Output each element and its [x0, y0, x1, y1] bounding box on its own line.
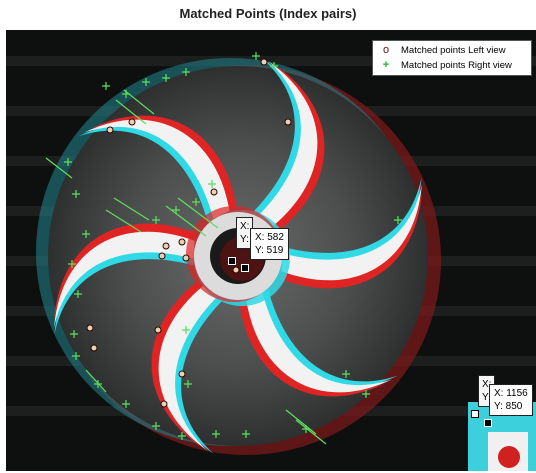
legend-item-left-view: o Matched points Left view	[379, 43, 506, 57]
legend-box[interactable]: o Matched points Left view + Matched poi…	[372, 40, 532, 76]
legend-label-right-view: Matched points Right view	[401, 59, 512, 71]
datatip-marker[interactable]	[241, 264, 249, 272]
stereo-anaglyph-image-axes[interactable]: o Matched points Left view + Matched poi…	[6, 30, 536, 471]
figure-title: Matched Points (Index pairs)	[179, 6, 357, 21]
impeller-anaglyph-image	[36, 52, 441, 455]
legend-label-left-view: Matched points Left view	[401, 44, 506, 56]
datatip-x-value: X: 1156	[494, 388, 528, 399]
background-stripe	[6, 56, 536, 66]
datatip-back-x: X:	[482, 379, 492, 390]
left-view-points	[86, 58, 292, 408]
datatip-marker[interactable]	[228, 257, 236, 265]
datatip-back-y: Y:	[240, 234, 249, 245]
datatip-1156-850[interactable]: X: 1156 Y: 850	[489, 384, 533, 416]
legend-item-right-view: + Matched points Right view	[379, 58, 512, 72]
datatip-marker[interactable]	[484, 419, 492, 427]
circle-marker-icon: o	[382, 44, 390, 56]
datatip-y-value: Y: 519	[255, 245, 284, 256]
datatip-back-x: X:	[240, 221, 250, 232]
datatip-582-519[interactable]: X: 582 Y: 519	[250, 228, 289, 260]
datatip-back-y: Y:	[482, 392, 491, 403]
plus-marker-icon: +	[382, 59, 390, 71]
matched-points-overlay	[45, 52, 402, 445]
datatip-x-value: X: 582	[255, 232, 284, 243]
datatip-marker[interactable]	[471, 410, 479, 418]
datatip-y-value: Y: 850	[494, 401, 523, 412]
